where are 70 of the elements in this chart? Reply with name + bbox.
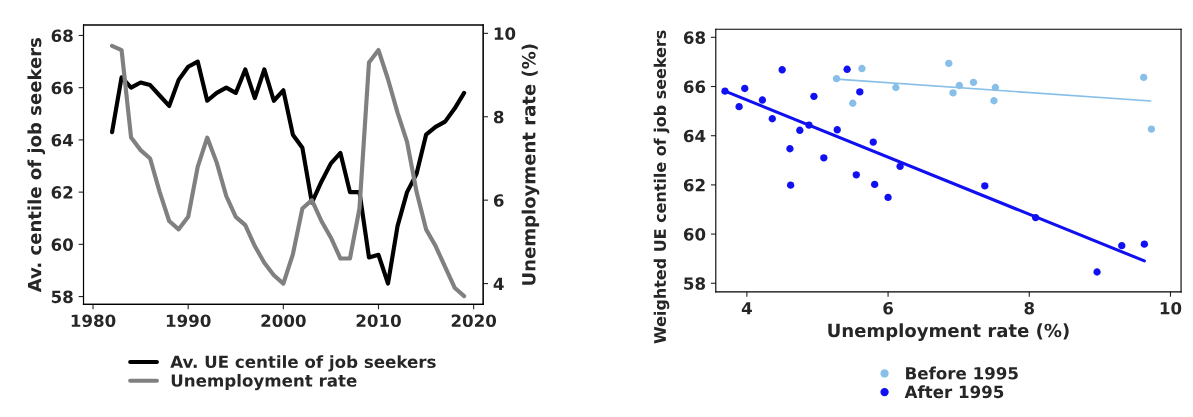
y-tick-label: 58 bbox=[51, 290, 73, 304]
y-tick-label: 66 bbox=[51, 81, 73, 95]
point bbox=[758, 96, 767, 104]
x-tick-label: 6 bbox=[883, 301, 893, 315]
point bbox=[949, 89, 957, 97]
y2-axis-title: Unemployment rate (%) bbox=[521, 44, 540, 285]
legend-label: Av. UE centile of job seekers bbox=[170, 355, 436, 372]
y2-tick-label: 8 bbox=[493, 110, 504, 124]
point bbox=[884, 193, 892, 202]
point bbox=[852, 171, 860, 179]
legend-label: After 1995 bbox=[904, 385, 1004, 399]
point bbox=[741, 84, 749, 93]
x-tick-label: 10 bbox=[1160, 301, 1182, 315]
point bbox=[796, 126, 804, 134]
point bbox=[810, 92, 818, 101]
point bbox=[1093, 268, 1101, 276]
y-tick-label: 58 bbox=[684, 277, 706, 290]
legend-label: Before 1995 bbox=[906, 366, 1018, 380]
point bbox=[896, 162, 904, 171]
x-axis-title: Unemployment rate (%) bbox=[828, 323, 1069, 341]
y-tick-label: 64 bbox=[683, 129, 706, 143]
point bbox=[981, 182, 989, 190]
y-tick-label: 62 bbox=[683, 178, 705, 192]
y2-tick-label: 10 bbox=[494, 27, 516, 40]
point bbox=[1031, 213, 1040, 222]
y2-tick-label: 6 bbox=[493, 194, 504, 207]
x-tick-label: 1980 bbox=[71, 314, 116, 328]
point bbox=[892, 83, 900, 92]
point bbox=[786, 145, 794, 153]
point bbox=[786, 181, 795, 189]
x-tick-label: 2010 bbox=[356, 314, 401, 328]
y-tick-label: 60 bbox=[51, 238, 73, 251]
point bbox=[991, 83, 1000, 92]
point bbox=[778, 66, 786, 74]
point bbox=[735, 103, 743, 111]
point bbox=[833, 126, 841, 134]
y-axis-title: Av. centile of job seekers bbox=[27, 38, 46, 293]
point bbox=[858, 64, 866, 73]
point bbox=[969, 78, 978, 86]
x-tick-label: 4 bbox=[741, 302, 752, 315]
point bbox=[768, 115, 776, 123]
y-tick-label: 68 bbox=[51, 29, 73, 43]
y-tick-label: 60 bbox=[683, 228, 706, 241]
point bbox=[1139, 73, 1148, 82]
point bbox=[1118, 241, 1126, 250]
point bbox=[820, 154, 828, 162]
y-tick-label: 68 bbox=[683, 31, 706, 44]
x-tick-label: 8 bbox=[1024, 301, 1035, 315]
point bbox=[856, 88, 864, 96]
y-tick-label: 66 bbox=[683, 80, 706, 94]
point bbox=[870, 180, 879, 189]
y-tick-label: 62 bbox=[51, 186, 73, 199]
y-axis-title: Weighted UE centile of job seekers bbox=[653, 30, 670, 344]
y-tick-label: 64 bbox=[51, 133, 74, 147]
point bbox=[805, 121, 813, 129]
point bbox=[721, 87, 729, 95]
point bbox=[955, 81, 964, 90]
point bbox=[843, 65, 851, 73]
y2-tick-label: 4 bbox=[493, 277, 504, 290]
x-tick-label: 2020 bbox=[451, 314, 497, 328]
x-tick-label: 1990 bbox=[166, 314, 211, 328]
point bbox=[945, 59, 953, 68]
point bbox=[869, 138, 877, 146]
point bbox=[1147, 125, 1156, 133]
point bbox=[1140, 240, 1149, 248]
point bbox=[832, 74, 841, 83]
point bbox=[990, 97, 998, 105]
x-tick-label: 2000 bbox=[261, 314, 306, 328]
legend-label: Unemployment rate bbox=[171, 373, 357, 391]
point bbox=[849, 99, 857, 107]
